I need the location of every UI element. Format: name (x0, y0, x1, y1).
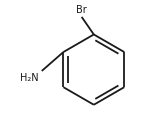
Text: H₂N: H₂N (20, 73, 39, 83)
Text: Br: Br (76, 5, 87, 15)
